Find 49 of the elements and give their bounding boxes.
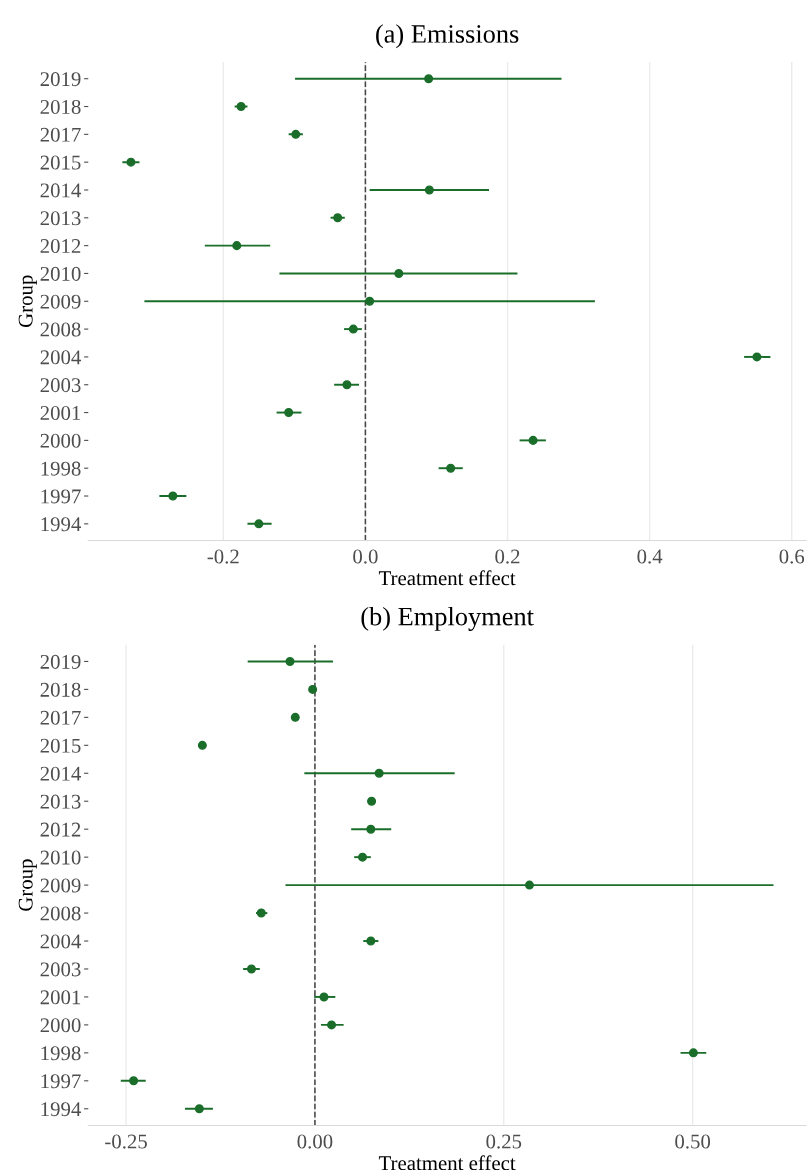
x-tick-label: 0.25 xyxy=(486,1134,522,1149)
y-tick-label: 2017 xyxy=(40,127,81,142)
y-axis-title: Group xyxy=(18,275,37,328)
y-tick-label: 2012 xyxy=(40,822,81,837)
y-tick-label: 1998 xyxy=(41,1046,81,1061)
y-tick-label: 1997 xyxy=(41,489,81,504)
x-tick-label: -0.25 xyxy=(105,1134,147,1149)
y-tick-label: 1998 xyxy=(41,461,81,476)
y-tick-label: 2010 xyxy=(40,266,81,281)
y-tick-label: 2014 xyxy=(40,183,82,198)
x-tick-label: 0.0 xyxy=(353,549,378,564)
y-tick-label: 2013 xyxy=(40,211,81,226)
y-tick-label: 2004 xyxy=(40,350,82,365)
y-tick-label: 2000 xyxy=(40,1018,81,1033)
y-tick-label: 2018 xyxy=(40,682,81,697)
y-tick-label: 2003 xyxy=(40,962,81,977)
y-tick-label: 2001 xyxy=(40,990,81,1005)
x-axis-title: Treatment effect xyxy=(378,1155,516,1170)
y-tick-label: 1994 xyxy=(41,517,82,532)
y-tick-label: 2015 xyxy=(40,738,81,753)
x-axis-title: Treatment effect xyxy=(378,570,516,586)
chart-title: (b) Employment xyxy=(361,606,534,631)
y-tick-label: 2019 xyxy=(40,72,81,87)
y-tick-label: 2008 xyxy=(40,906,81,921)
x-tick-label: 0.2 xyxy=(495,549,520,564)
y-tick-label: 2004 xyxy=(40,934,82,949)
y-tick-label: 1997 xyxy=(41,1074,81,1089)
y-tick-label: 2019 xyxy=(40,654,81,669)
y-tick-label: 1994 xyxy=(41,1102,82,1117)
x-tick-label: -0.2 xyxy=(207,549,239,564)
y-tick-label: 2009 xyxy=(40,878,81,893)
y-tick-label: 2000 xyxy=(40,433,81,448)
y-tick-label: 2017 xyxy=(40,710,81,725)
x-tick-label: 0.00 xyxy=(297,1134,333,1149)
x-tick-label: 0.50 xyxy=(675,1134,711,1149)
y-tick-label: 2015 xyxy=(40,155,81,170)
y-tick-label: 2014 xyxy=(40,766,82,781)
y-tick-label: 2001 xyxy=(40,405,81,420)
x-tick-label: 0.4 xyxy=(637,549,663,564)
x-tick-label: 0.6 xyxy=(779,549,805,564)
y-tick-label: 2010 xyxy=(40,850,81,865)
y-axis-title: Group xyxy=(18,859,37,911)
y-tick-label: 2012 xyxy=(40,239,81,254)
y-tick-label: 2009 xyxy=(40,294,81,309)
y-tick-label: 2008 xyxy=(40,322,81,337)
y-tick-label: 2013 xyxy=(40,794,81,809)
y-tick-label: 2018 xyxy=(40,99,81,114)
chart-title: (a) Emissions xyxy=(376,24,519,49)
y-tick-label: 2003 xyxy=(40,378,81,393)
